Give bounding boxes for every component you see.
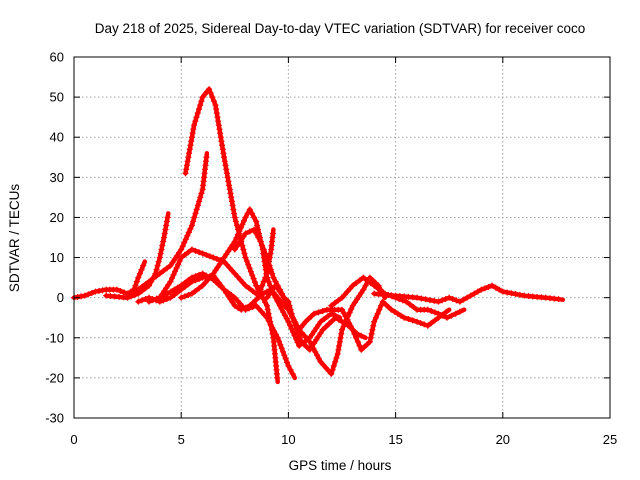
y-tick-label: -20 [45, 370, 64, 385]
sdtvar-chart: Day 218 of 2025, Sidereal Day-to-day VTE… [0, 0, 640, 480]
y-tick-label: 20 [50, 210, 64, 225]
chart-container: Day 218 of 2025, Sidereal Day-to-day VTE… [0, 0, 640, 480]
y-axis-label: SDTVAR / TECUs [7, 184, 22, 293]
chart-title: Day 218 of 2025, Sidereal Day-to-day VTE… [95, 21, 585, 36]
y-tick-label: 0 [57, 290, 64, 305]
x-tick-label: 10 [281, 432, 295, 447]
y-tick-label: -10 [45, 330, 64, 345]
chart-background [0, 0, 640, 480]
y-tick-label: 10 [50, 250, 64, 265]
y-tick-label: -30 [45, 411, 64, 426]
x-tick-label: 15 [388, 432, 402, 447]
y-tick-label: 50 [50, 90, 64, 105]
y-tick-label: 30 [50, 170, 64, 185]
x-tick-label: 20 [496, 432, 510, 447]
x-tick-label: 25 [603, 432, 617, 447]
x-tick-label: 5 [178, 432, 185, 447]
x-tick-label: 0 [70, 432, 77, 447]
y-tick-label: 40 [50, 130, 64, 145]
x-axis-label: GPS time / hours [289, 458, 392, 473]
y-tick-label: 60 [50, 50, 64, 65]
